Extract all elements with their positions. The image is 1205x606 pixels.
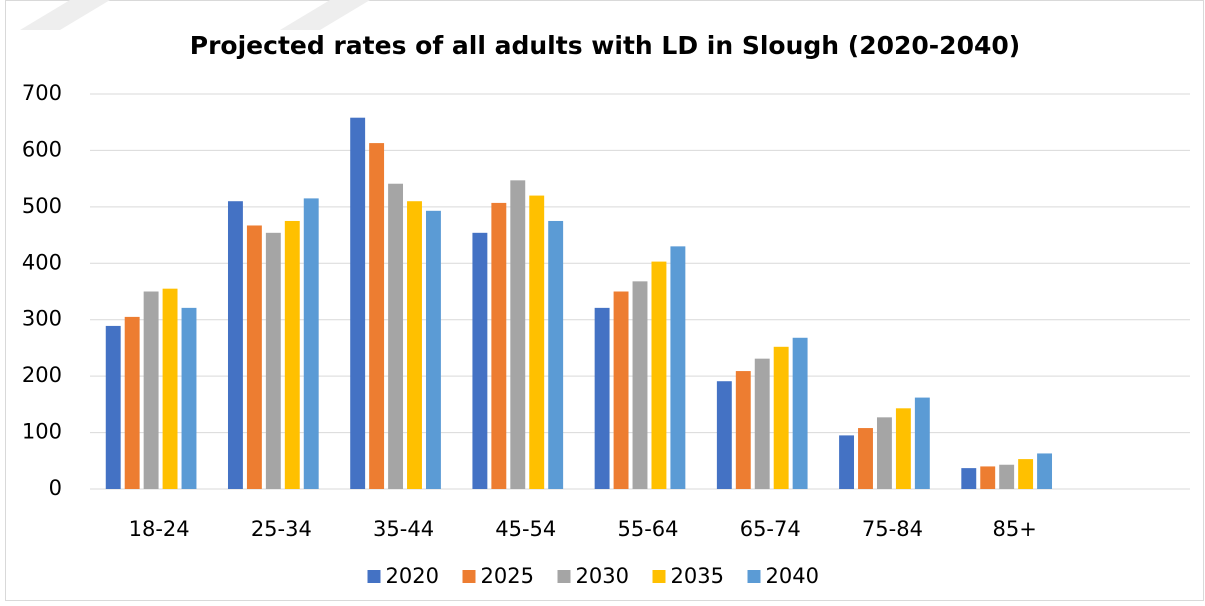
bar — [491, 202, 507, 489]
bar — [735, 371, 751, 489]
bar — [858, 428, 873, 489]
y-tick-label: 700 — [22, 81, 62, 105]
x-tick-label: 55-64 — [617, 517, 678, 541]
bar — [369, 143, 385, 490]
x-tick-label: 75-84 — [862, 517, 923, 541]
bar — [1037, 453, 1053, 489]
legend-swatch — [557, 570, 571, 583]
bar — [529, 195, 545, 490]
y-tick-label: 300 — [22, 307, 62, 331]
bar — [425, 210, 441, 490]
x-tick-label: 45-54 — [495, 517, 556, 541]
legend-label: 2030 — [576, 564, 629, 588]
bar — [124, 316, 140, 489]
watermark — [20, 0, 110, 30]
y-tick-label: 0 — [49, 476, 62, 500]
bar — [773, 346, 789, 489]
legend-label: 2035 — [671, 564, 724, 588]
chart-title: Projected rates of all adults with LD in… — [190, 31, 1020, 60]
bar — [895, 408, 911, 489]
bar — [792, 337, 808, 489]
legend-swatch — [652, 570, 666, 583]
bar — [716, 381, 732, 489]
bar — [105, 325, 121, 489]
bar — [999, 464, 1015, 489]
bar — [839, 435, 855, 489]
bar — [651, 261, 667, 489]
bar — [181, 307, 197, 489]
x-tick-label: 65-74 — [740, 517, 801, 541]
x-tick-label: 25-34 — [251, 517, 312, 541]
bar — [284, 220, 300, 489]
y-tick-label: 500 — [22, 194, 62, 218]
bar — [876, 417, 892, 489]
bar — [613, 291, 629, 489]
bar — [510, 180, 526, 490]
x-tick-label: 35-44 — [373, 517, 434, 541]
bar — [980, 466, 996, 489]
x-tick-label: 85+ — [993, 517, 1037, 541]
bar — [670, 246, 686, 489]
watermark — [280, 0, 370, 30]
legend-label: 2025 — [481, 564, 534, 588]
legend-swatch — [367, 570, 381, 583]
bar — [162, 288, 178, 489]
bar — [143, 291, 159, 489]
bar — [407, 201, 422, 489]
legend-swatch — [462, 570, 476, 583]
chart-border — [5, 0, 1204, 601]
bar — [632, 281, 648, 489]
bar — [227, 201, 243, 489]
legend-label: 2040 — [766, 564, 819, 588]
legend-label: 2020 — [386, 564, 439, 588]
bar — [754, 358, 770, 489]
bar — [350, 117, 366, 489]
y-tick-label: 400 — [22, 250, 62, 274]
bar — [303, 198, 319, 489]
bar — [388, 183, 404, 489]
legend-swatch — [747, 570, 761, 583]
y-tick-label: 100 — [22, 420, 62, 444]
bar — [265, 232, 281, 490]
y-tick-label: 200 — [22, 363, 62, 387]
bar — [594, 307, 610, 489]
y-tick-label: 600 — [22, 137, 62, 161]
x-tick-label: 18-24 — [129, 517, 190, 541]
bar — [914, 397, 930, 489]
bar — [246, 225, 262, 489]
bar — [961, 468, 977, 489]
bar — [1018, 459, 1034, 489]
bar — [472, 232, 488, 490]
bar — [548, 220, 564, 489]
